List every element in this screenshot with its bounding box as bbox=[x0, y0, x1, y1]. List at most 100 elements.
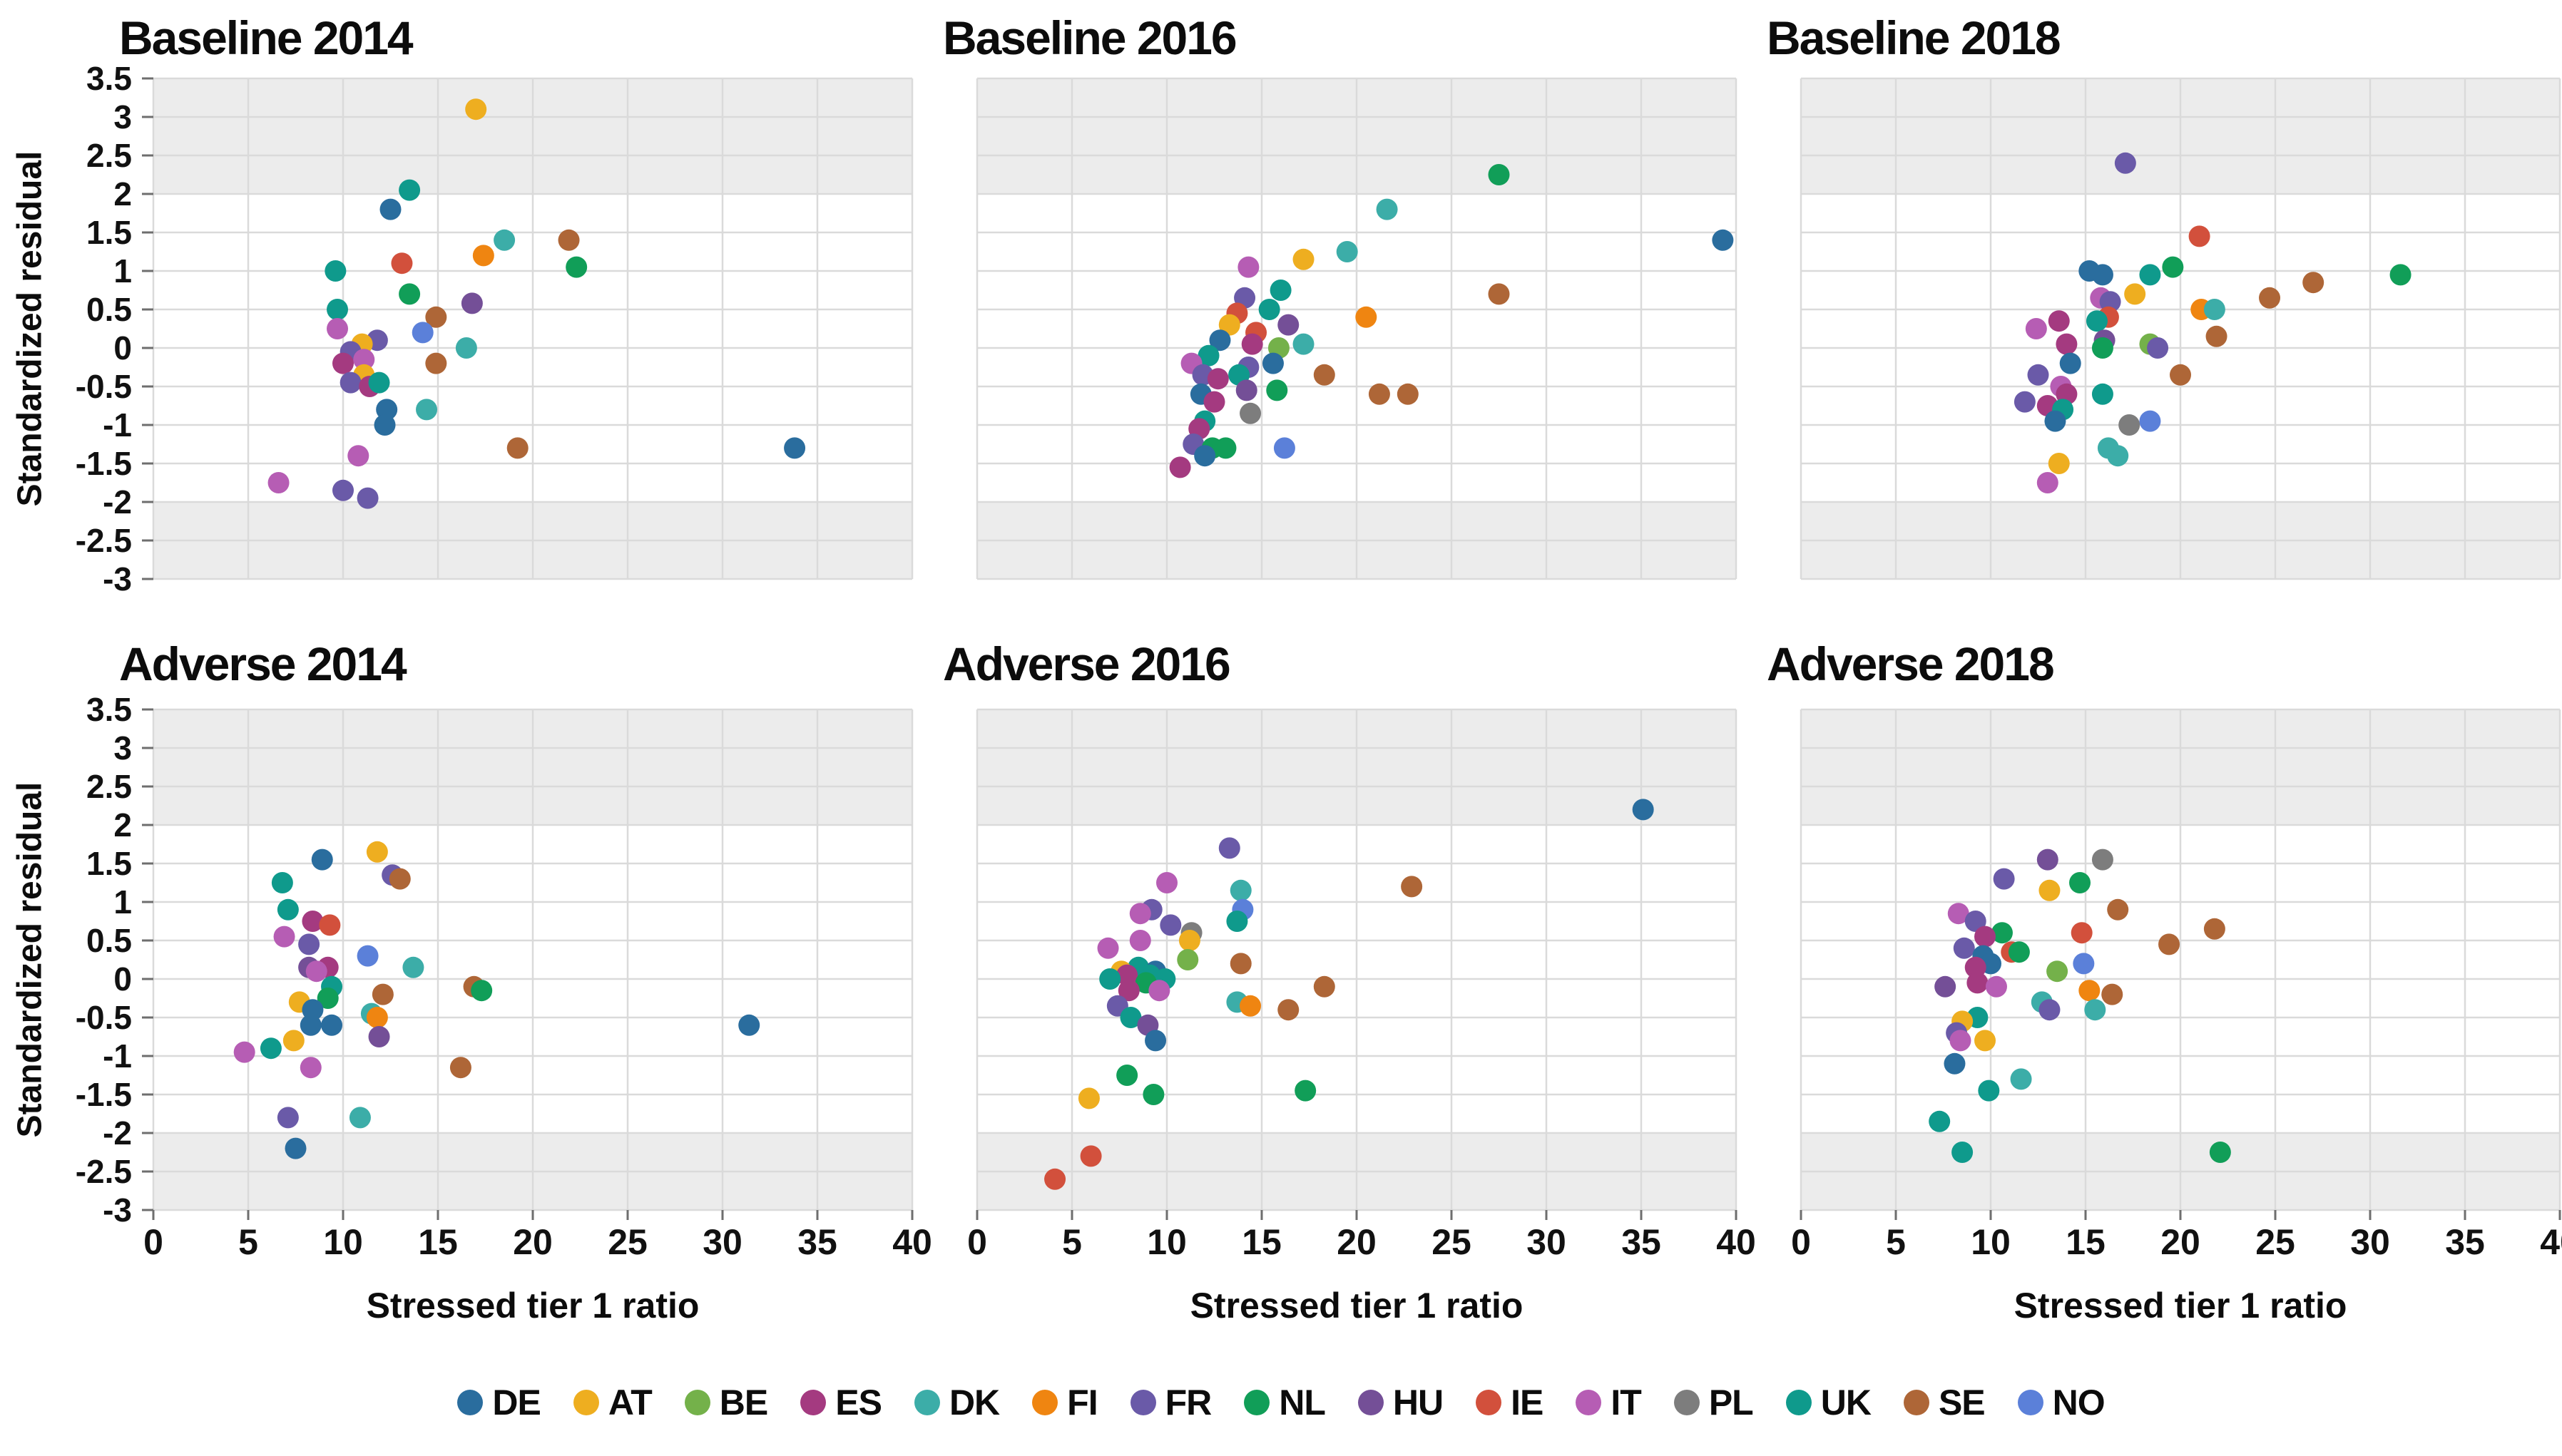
data-point-AT bbox=[1292, 248, 1315, 270]
data-point-FR bbox=[1953, 937, 1975, 959]
data-point-IT bbox=[353, 349, 375, 371]
data-point-FR bbox=[1140, 898, 1163, 921]
data-point-NL bbox=[1488, 164, 1510, 185]
scatter-panel-adverse-2014: 3.532.521.510.50-0.5-1-1.5-2-2.5-30 5 10 15… bbox=[76, 691, 932, 1262]
shaded-band-lower bbox=[977, 1133, 1736, 1210]
data-point-NL bbox=[1991, 922, 2013, 944]
y-tick-label: 1.5 bbox=[86, 845, 132, 882]
legend-item-FR: FR bbox=[1130, 1382, 1212, 1423]
data-point-AT bbox=[1111, 960, 1133, 983]
y-tick-label: -0.5 bbox=[76, 368, 132, 405]
data-point-SE bbox=[425, 306, 447, 328]
legend-item-UK: UK bbox=[1785, 1382, 1872, 1423]
legend-dot-NL bbox=[1244, 1390, 1270, 1415]
x-tick-label: 35 bbox=[2445, 1222, 2485, 1262]
legend-label-PL: PL bbox=[1708, 1383, 1754, 1422]
legend-item-IE: IE bbox=[1476, 1382, 1543, 1423]
data-point-FR bbox=[340, 371, 362, 394]
scatter-panel-baseline-2016 bbox=[976, 77, 1737, 580]
data-point-NL bbox=[566, 256, 588, 278]
data-point-AT bbox=[351, 333, 373, 355]
data-point-FR bbox=[2014, 391, 2036, 413]
data-point-DE bbox=[1145, 1030, 1167, 1052]
x-tick-label: 15 bbox=[418, 1222, 458, 1262]
data-point-DE bbox=[1190, 383, 1212, 405]
panel-title-adverse-2014: Adverse 2014 bbox=[119, 637, 407, 690]
data-point-NL bbox=[2389, 264, 2412, 286]
legend-label-NO: NO bbox=[2052, 1383, 2106, 1422]
y-tick-label: -1.5 bbox=[76, 1076, 132, 1113]
y-tick-label: 2.5 bbox=[86, 768, 132, 805]
data-point-SE bbox=[1313, 975, 1335, 998]
data-point-ES bbox=[302, 911, 324, 932]
data-point-IT bbox=[2036, 472, 2058, 493]
data-point-UK bbox=[277, 898, 299, 921]
data-point-NL bbox=[399, 283, 421, 305]
data-point-FR bbox=[2147, 337, 2169, 359]
data-point-SE bbox=[425, 352, 447, 374]
x-tick-label: 25 bbox=[2255, 1222, 2295, 1262]
data-point-UK bbox=[1198, 344, 1220, 366]
legend-item-HU: HU bbox=[1357, 1382, 1444, 1423]
data-point-FI bbox=[1240, 995, 1262, 1017]
data-point-ES bbox=[1203, 391, 1225, 413]
legend-dot-ES bbox=[800, 1390, 827, 1415]
data-point-FR bbox=[1218, 837, 1240, 859]
x-tick-label: 30 bbox=[703, 1222, 742, 1262]
data-point-NL bbox=[1215, 437, 1237, 459]
data-point-FR bbox=[277, 1107, 299, 1129]
data-point-DE bbox=[1145, 960, 1167, 983]
data-point-FI bbox=[2190, 299, 2213, 320]
data-point-ES bbox=[1974, 926, 1996, 948]
data-point-FR bbox=[1234, 287, 1256, 309]
data-point-UK bbox=[1099, 968, 1121, 990]
y-tick-label: 3.5 bbox=[86, 691, 132, 728]
data-point-FR bbox=[332, 479, 354, 501]
data-point-FR bbox=[366, 329, 388, 352]
data-point-SE bbox=[506, 437, 529, 459]
x-tick-label: 5 bbox=[1062, 1222, 1082, 1262]
data-point-BE bbox=[2139, 333, 2161, 355]
data-point-ES bbox=[1966, 972, 1989, 994]
data-point-SE bbox=[2302, 272, 2324, 294]
data-point-NL bbox=[1266, 379, 1288, 401]
data-point-SE bbox=[2107, 898, 2129, 921]
data-point-UK bbox=[1120, 1007, 1142, 1028]
data-point-DE bbox=[1262, 352, 1284, 374]
data-point-NO bbox=[2139, 410, 2161, 432]
data-point-PL bbox=[1240, 402, 1262, 424]
data-point-SE bbox=[2170, 364, 2191, 386]
shaded-band-lower bbox=[153, 502, 912, 579]
data-point-ES bbox=[2048, 310, 2070, 332]
legend-label-DK: DK bbox=[949, 1383, 1000, 1422]
panel-title-baseline-2016: Baseline 2016 bbox=[943, 11, 1237, 64]
data-point-DE bbox=[2044, 410, 2066, 432]
data-point-IT bbox=[1097, 937, 1119, 959]
data-point-IE bbox=[2001, 941, 2023, 963]
y-tick-label: 1 bbox=[113, 883, 132, 921]
data-point-IT bbox=[2090, 287, 2112, 309]
data-point-DK bbox=[2203, 299, 2225, 320]
legend-item-DK: DK bbox=[914, 1382, 1000, 1423]
data-point-PL bbox=[2091, 849, 2113, 871]
data-point-UK bbox=[321, 975, 343, 998]
data-point-NL bbox=[1135, 972, 1157, 994]
data-point-DE bbox=[1632, 799, 1654, 821]
y-tick-label: -2.5 bbox=[76, 522, 132, 559]
legend-label-NL: NL bbox=[1279, 1383, 1326, 1422]
data-point-DE bbox=[1712, 229, 1734, 251]
y-tick-label: 0.5 bbox=[86, 922, 132, 959]
data-point-UK bbox=[325, 260, 347, 282]
data-point-ES bbox=[332, 352, 354, 374]
data-point-HU bbox=[2036, 849, 2058, 871]
data-point-SE bbox=[2205, 325, 2227, 347]
y-tick-label: 0.5 bbox=[86, 291, 132, 328]
data-point-UK bbox=[368, 371, 390, 394]
data-point-SE bbox=[1313, 364, 1335, 386]
data-point-ES bbox=[1188, 418, 1210, 440]
data-point-IT bbox=[1949, 1030, 1971, 1052]
y-tick-label: -2 bbox=[103, 483, 132, 521]
data-point-DK bbox=[455, 337, 477, 359]
data-point-DK bbox=[2107, 445, 2129, 467]
